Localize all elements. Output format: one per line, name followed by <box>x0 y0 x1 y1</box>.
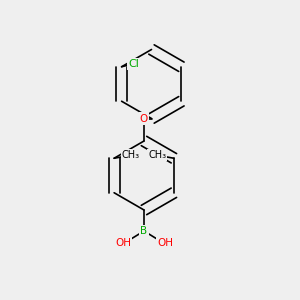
Text: CH₃: CH₃ <box>148 150 166 160</box>
Text: B: B <box>140 226 148 236</box>
Text: O: O <box>140 113 148 124</box>
Text: OH: OH <box>157 238 173 248</box>
Text: OH: OH <box>115 238 131 248</box>
Text: CH₃: CH₃ <box>122 150 140 160</box>
Text: Cl: Cl <box>128 59 139 69</box>
